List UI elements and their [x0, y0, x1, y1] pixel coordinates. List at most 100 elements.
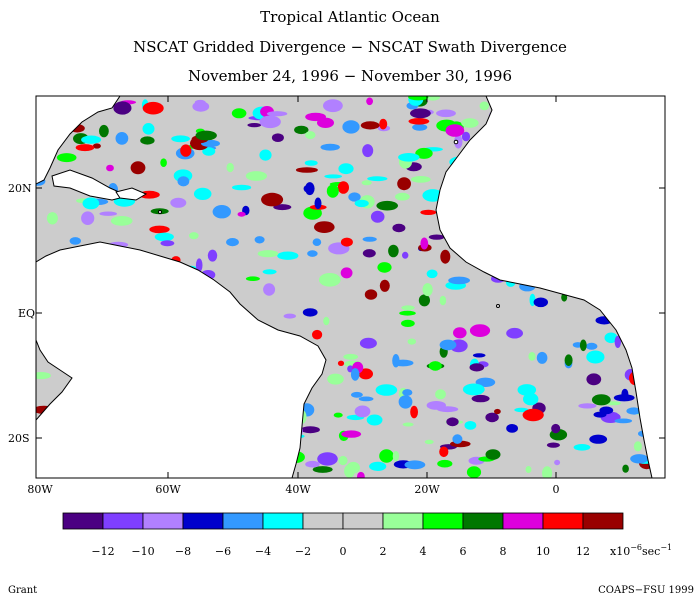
divergence-patch: [466, 466, 482, 478]
divergence-patch: [377, 262, 392, 273]
divergence-patch: [259, 149, 272, 161]
divergence-patch: [170, 197, 187, 208]
divergence-patch: [257, 250, 279, 258]
divergence-patch: [586, 373, 602, 386]
legend-label: −10: [131, 545, 154, 558]
legend-label: −4: [255, 545, 271, 558]
footer-author: Grant: [8, 585, 37, 596]
divergence-patch: [149, 225, 170, 234]
legend-unit: x10−6sec−1: [610, 543, 672, 558]
divergence-patch: [379, 118, 388, 130]
divergence-patch: [395, 192, 410, 201]
divergence-patch: [360, 121, 380, 130]
divergence-patch: [528, 352, 536, 361]
divergence-patch: [591, 394, 611, 406]
legend-label: 12: [576, 545, 590, 558]
divergence-patch: [92, 143, 101, 149]
divergence-patch: [366, 414, 383, 426]
legend-label: 0: [340, 545, 347, 558]
divergence-patch: [426, 401, 446, 410]
divergence-patch: [195, 258, 203, 273]
title-line-3: November 24, 1996 − November 30, 1996: [188, 67, 512, 85]
legend-swatch: [62, 512, 104, 530]
legend-swatch: [462, 512, 504, 530]
divergence-patch: [626, 407, 642, 415]
divergence-patch: [424, 439, 434, 445]
legend-label: −6: [215, 545, 231, 558]
divergence-patch: [418, 294, 430, 307]
divergence-patch: [354, 405, 371, 418]
divergence-patch: [589, 434, 608, 444]
divergence-patch: [294, 125, 309, 135]
divergence-patch: [154, 232, 174, 242]
divergence-patch: [342, 120, 360, 134]
legend-label: 2: [380, 545, 387, 558]
divergence-patch: [426, 269, 438, 279]
land-north-america: [36, 96, 121, 185]
divergence-patch: [254, 236, 265, 244]
divergence-patch: [115, 132, 129, 145]
legend-swatch: [382, 512, 424, 530]
divergence-patch: [358, 368, 373, 380]
divergence-patch: [522, 408, 544, 422]
divergence-patch: [408, 118, 430, 125]
divergence-patch: [337, 181, 349, 194]
divergence-patch: [312, 466, 333, 473]
divergence-patch: [410, 108, 431, 119]
divergence-patch: [307, 250, 318, 257]
divergence-patch: [471, 394, 490, 403]
divergence-patch: [397, 177, 411, 191]
divergence-patch: [237, 211, 246, 217]
divergence-patch: [402, 389, 413, 396]
divergence-patch: [259, 115, 281, 129]
divergence-patch: [303, 206, 322, 220]
divergence-patch: [525, 466, 532, 473]
divergence-patch: [362, 236, 377, 242]
divergence-patch: [351, 391, 363, 398]
divergence-patch: [375, 384, 398, 396]
divergence-patch: [177, 176, 190, 187]
divergence-patch: [364, 289, 378, 300]
legend-swatch: [502, 512, 544, 530]
divergence-patch: [402, 251, 409, 259]
divergence-patch: [439, 295, 447, 306]
divergence-patch: [300, 426, 320, 434]
divergence-patch: [579, 339, 587, 352]
divergence-patch: [452, 434, 463, 444]
divergence-patch: [420, 237, 429, 250]
small-islands: [158, 139, 500, 308]
divergence-patch: [314, 197, 322, 210]
divergence-patch: [392, 450, 400, 462]
legend-swatch: [262, 512, 304, 530]
divergence-patch: [517, 384, 537, 396]
divergence-patch: [546, 442, 560, 448]
divergence-patch: [439, 339, 457, 351]
divergence-patch: [398, 153, 420, 162]
divergence-patch: [36, 372, 51, 380]
divergence-patch: [514, 407, 529, 413]
legend-swatch: [422, 512, 464, 530]
divergence-patch: [160, 158, 167, 167]
divergence-patch: [317, 452, 338, 466]
legend-swatch: [142, 512, 184, 530]
land-masses: [36, 96, 665, 478]
legend-swatch: [342, 512, 384, 530]
divergence-patch: [81, 211, 95, 225]
title-line-2: NSCAT Gridded Divergence − NSCAT Swath D…: [133, 38, 567, 56]
divergence-patch: [428, 361, 442, 371]
divergence-patch: [542, 466, 553, 478]
divergence-patch: [485, 449, 501, 460]
divergence-patch: [428, 234, 445, 240]
divergence-patch: [448, 276, 470, 285]
divergence-patch: [633, 441, 642, 452]
divergence-patch: [354, 199, 369, 208]
divergence-patch: [551, 423, 561, 434]
divergence-patch: [171, 135, 191, 143]
legend-swatch: [542, 512, 584, 530]
divergence-patch: [369, 461, 387, 471]
divergence-patch: [195, 130, 217, 141]
divergence-patch: [494, 408, 501, 415]
axis-ticks: [36, 96, 665, 478]
footer-credit: COAPS−FSU 1999: [598, 585, 694, 596]
lat-label-eq: EQ: [18, 307, 35, 320]
